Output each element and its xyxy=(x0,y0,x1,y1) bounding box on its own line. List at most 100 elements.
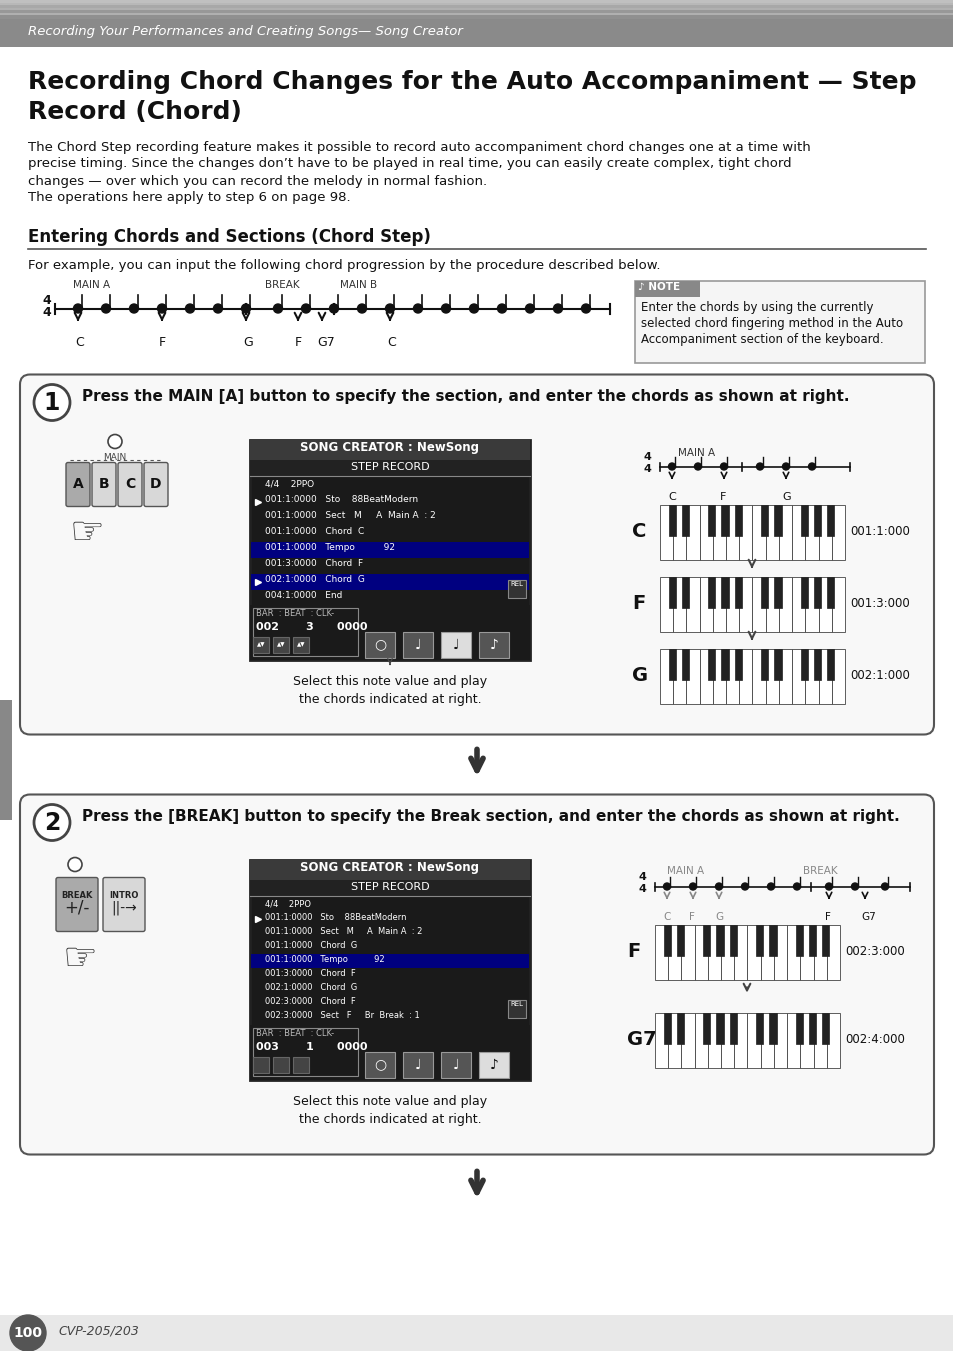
Bar xyxy=(795,1012,802,1044)
Text: C: C xyxy=(662,912,670,923)
Bar xyxy=(0,9,953,14)
Text: ♩: ♩ xyxy=(453,638,458,651)
Text: 002:3:000: 002:3:000 xyxy=(844,944,903,958)
Bar xyxy=(752,577,765,631)
Circle shape xyxy=(130,304,138,313)
Circle shape xyxy=(694,463,700,470)
Bar xyxy=(707,504,715,536)
Bar xyxy=(774,648,781,681)
Bar xyxy=(635,281,700,296)
Bar xyxy=(0,1315,953,1351)
Bar xyxy=(720,1012,734,1067)
Bar xyxy=(0,47,953,49)
Bar xyxy=(659,577,673,631)
Text: MAIN: MAIN xyxy=(103,453,127,462)
Bar xyxy=(756,924,762,957)
Circle shape xyxy=(767,884,774,890)
Bar xyxy=(778,648,791,704)
Bar xyxy=(659,504,673,559)
Bar xyxy=(478,631,509,658)
Circle shape xyxy=(73,304,82,313)
Text: BAR  : BEAT  : CLK-: BAR : BEAT : CLK- xyxy=(255,1029,334,1039)
Circle shape xyxy=(756,463,762,470)
Bar xyxy=(0,0,953,3)
Bar xyxy=(402,631,433,658)
Bar xyxy=(760,648,767,681)
Text: 4: 4 xyxy=(643,451,651,462)
Bar xyxy=(800,577,807,608)
Bar xyxy=(702,1012,710,1044)
Text: 002:1:0000   Chord  G: 002:1:0000 Chord G xyxy=(265,576,364,585)
Bar xyxy=(250,859,530,880)
Bar xyxy=(673,577,686,631)
Bar xyxy=(800,648,807,681)
Bar xyxy=(739,504,752,559)
Text: B: B xyxy=(98,477,110,492)
Bar xyxy=(712,577,725,631)
Text: D: D xyxy=(150,477,162,492)
Text: SONG CREATOR : NewSong: SONG CREATOR : NewSong xyxy=(300,862,479,874)
Bar xyxy=(773,1012,786,1067)
Bar xyxy=(707,924,720,979)
Text: ♩: ♩ xyxy=(415,1058,421,1071)
Circle shape xyxy=(385,304,395,313)
Text: REL: REL xyxy=(510,1001,523,1008)
Text: SONG CREATOR : NewSong: SONG CREATOR : NewSong xyxy=(300,442,479,454)
Bar xyxy=(673,648,686,704)
Bar xyxy=(734,504,741,536)
Text: G: G xyxy=(631,666,647,685)
Text: 002:4:000: 002:4:000 xyxy=(844,1034,904,1046)
Circle shape xyxy=(793,884,800,890)
Bar xyxy=(826,1012,840,1067)
Bar xyxy=(681,648,688,681)
Text: Recording Chord Changes for the Auto Accompaniment — Step: Recording Chord Changes for the Auto Acc… xyxy=(28,70,916,95)
FancyBboxPatch shape xyxy=(91,462,116,507)
Bar xyxy=(791,577,804,631)
Circle shape xyxy=(241,304,251,313)
Text: 001:1:000: 001:1:000 xyxy=(849,526,909,538)
Text: MAIN B: MAIN B xyxy=(339,281,376,290)
Bar xyxy=(655,924,667,979)
Text: 001:1:0000   Sect   M     A  Main A  : 2: 001:1:0000 Sect M A Main A : 2 xyxy=(265,512,436,520)
Bar xyxy=(808,1012,816,1044)
Bar xyxy=(668,504,675,536)
Text: C: C xyxy=(667,493,675,503)
Bar xyxy=(0,14,953,15)
Bar xyxy=(813,924,826,979)
Text: ▲▼: ▲▼ xyxy=(256,642,265,647)
Bar xyxy=(478,1051,509,1078)
Bar xyxy=(773,924,786,979)
FancyBboxPatch shape xyxy=(118,462,142,507)
Bar xyxy=(831,577,844,631)
Text: INTRO: INTRO xyxy=(110,892,138,901)
Text: 001:1:0000   Tempo          92: 001:1:0000 Tempo 92 xyxy=(265,955,384,965)
Bar xyxy=(734,924,747,979)
Text: 001:3:0000   Chord  F: 001:3:0000 Chord F xyxy=(265,559,363,569)
Bar xyxy=(720,924,734,979)
Bar xyxy=(774,504,781,536)
Circle shape xyxy=(881,884,887,890)
Circle shape xyxy=(553,304,562,313)
Bar xyxy=(739,577,752,631)
Bar xyxy=(795,924,802,957)
Text: BAR  : BEAT  : CLK-: BAR : BEAT : CLK- xyxy=(255,609,334,619)
Bar xyxy=(273,1056,289,1073)
Bar xyxy=(768,924,776,957)
Text: ○: ○ xyxy=(374,1058,386,1071)
Text: 002:3:0000   Chord  F: 002:3:0000 Chord F xyxy=(265,997,355,1006)
Bar xyxy=(821,1012,828,1044)
Bar xyxy=(668,577,675,608)
Bar xyxy=(774,577,781,608)
Text: MAIN A: MAIN A xyxy=(678,447,715,458)
Bar xyxy=(694,924,707,979)
Text: REL: REL xyxy=(510,581,523,588)
Text: F: F xyxy=(159,336,166,350)
Bar xyxy=(725,577,739,631)
Bar xyxy=(507,580,525,597)
Text: 001:1:0000   Sect   M     A  Main A  : 2: 001:1:0000 Sect M A Main A : 2 xyxy=(265,928,422,936)
Bar xyxy=(826,577,834,608)
Bar xyxy=(765,577,778,631)
Text: ○: ○ xyxy=(374,638,386,651)
FancyBboxPatch shape xyxy=(144,462,168,507)
Bar xyxy=(699,577,712,631)
